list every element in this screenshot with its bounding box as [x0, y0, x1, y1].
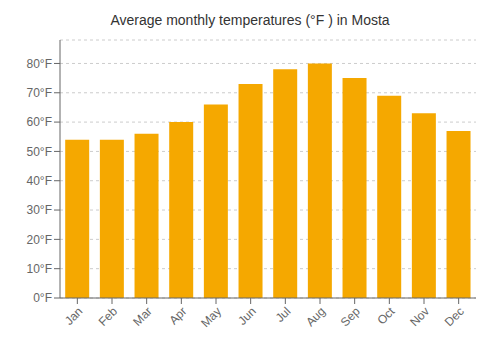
- svg-text:Dec: Dec: [442, 304, 467, 329]
- svg-text:70°F: 70°F: [27, 86, 52, 100]
- svg-text:May: May: [198, 304, 224, 330]
- svg-text:Jan: Jan: [62, 304, 86, 328]
- svg-text:Nov: Nov: [407, 304, 432, 329]
- svg-text:Sep: Sep: [338, 304, 363, 329]
- svg-text:Aug: Aug: [303, 304, 328, 329]
- svg-text:20°F: 20°F: [27, 233, 52, 247]
- svg-text:Apr: Apr: [166, 304, 189, 327]
- svg-text:40°F: 40°F: [27, 174, 52, 188]
- svg-text:Oct: Oct: [374, 304, 398, 328]
- svg-text:60°F: 60°F: [27, 115, 52, 129]
- svg-text:50°F: 50°F: [27, 145, 52, 159]
- svg-text:Jun: Jun: [235, 304, 259, 328]
- svg-text:Mar: Mar: [130, 304, 155, 329]
- svg-text:0°F: 0°F: [33, 291, 52, 305]
- svg-text:30°F: 30°F: [27, 203, 52, 217]
- svg-text:80°F: 80°F: [27, 57, 52, 71]
- html-text:Average monthly temperatures (: Average monthly temperatures (°F ) in Mo…: [110, 12, 390, 28]
- svg-text:10°F: 10°F: [27, 262, 52, 276]
- svg-text:Feb: Feb: [96, 304, 121, 329]
- svg-text:Jul: Jul: [273, 304, 294, 325]
